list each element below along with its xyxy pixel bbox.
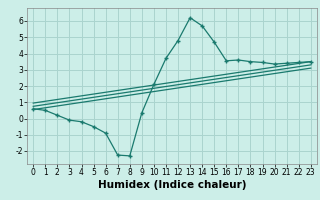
X-axis label: Humidex (Indice chaleur): Humidex (Indice chaleur) [98,180,246,190]
